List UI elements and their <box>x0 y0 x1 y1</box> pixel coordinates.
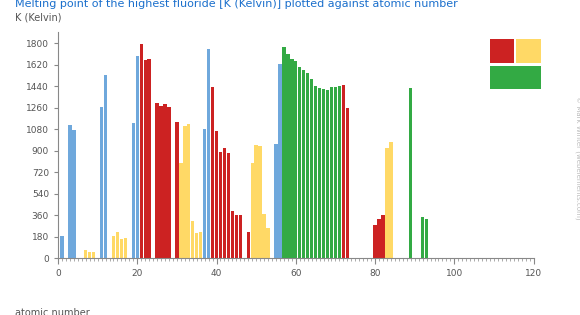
Bar <box>294 61 298 258</box>
Bar <box>302 70 306 258</box>
Bar <box>179 163 183 258</box>
Bar <box>215 131 218 258</box>
Bar <box>282 48 285 258</box>
Bar <box>425 219 428 258</box>
Text: Melting point of the highest fluoride [K (Kelvin)] plotted against atomic number: Melting point of the highest fluoride [K… <box>15 0 458 9</box>
Bar <box>187 124 190 258</box>
Bar <box>322 89 325 258</box>
Bar <box>251 163 254 258</box>
Bar <box>195 233 198 258</box>
Bar <box>314 86 317 258</box>
Bar <box>223 148 226 258</box>
Bar <box>207 49 211 258</box>
Bar <box>227 153 230 258</box>
Bar <box>290 59 293 258</box>
Bar <box>164 104 166 258</box>
Bar <box>104 75 107 258</box>
Bar <box>235 215 238 258</box>
Bar <box>68 125 71 258</box>
Bar <box>140 44 143 258</box>
Text: atomic number: atomic number <box>15 308 90 315</box>
Bar <box>389 142 393 258</box>
Bar <box>167 107 171 258</box>
Bar <box>262 214 266 258</box>
Bar <box>342 85 345 258</box>
Bar <box>175 122 179 258</box>
Bar <box>310 79 313 258</box>
Bar <box>116 232 119 258</box>
Bar <box>298 67 302 258</box>
Bar <box>88 252 92 258</box>
Bar <box>306 73 309 258</box>
Bar <box>124 238 127 258</box>
Bar <box>231 210 234 258</box>
Bar <box>378 219 380 258</box>
Bar <box>203 129 206 258</box>
Bar <box>199 232 202 258</box>
Bar <box>374 226 377 258</box>
Bar <box>338 86 341 258</box>
Text: K (Kelvin): K (Kelvin) <box>15 12 61 22</box>
Bar <box>346 108 349 258</box>
Bar <box>385 148 389 258</box>
Bar <box>191 221 194 258</box>
Bar <box>143 60 147 258</box>
Bar <box>286 54 289 258</box>
Bar <box>155 103 159 258</box>
Bar <box>147 59 151 258</box>
Bar <box>421 217 425 258</box>
Text: © Mark Winter (webelements.com): © Mark Winter (webelements.com) <box>574 96 580 219</box>
Bar <box>266 228 270 258</box>
Bar <box>92 252 95 258</box>
Bar <box>160 106 163 258</box>
Bar <box>183 126 187 258</box>
Bar <box>238 215 242 258</box>
Bar <box>132 123 135 258</box>
Bar <box>259 146 262 258</box>
Bar <box>381 215 385 258</box>
Bar <box>334 88 337 258</box>
Bar <box>72 130 75 258</box>
Bar <box>136 56 139 258</box>
Bar <box>255 146 258 258</box>
Bar <box>219 152 222 258</box>
Bar <box>274 144 278 258</box>
Bar <box>326 90 329 258</box>
Bar <box>318 88 321 258</box>
Bar <box>246 232 250 258</box>
Bar <box>119 239 123 258</box>
Bar <box>60 236 64 258</box>
Bar <box>100 107 103 258</box>
Bar <box>330 88 333 258</box>
Bar <box>84 250 88 258</box>
Bar <box>409 89 412 258</box>
Bar <box>278 64 282 258</box>
Bar <box>211 87 214 258</box>
Bar <box>112 237 115 258</box>
